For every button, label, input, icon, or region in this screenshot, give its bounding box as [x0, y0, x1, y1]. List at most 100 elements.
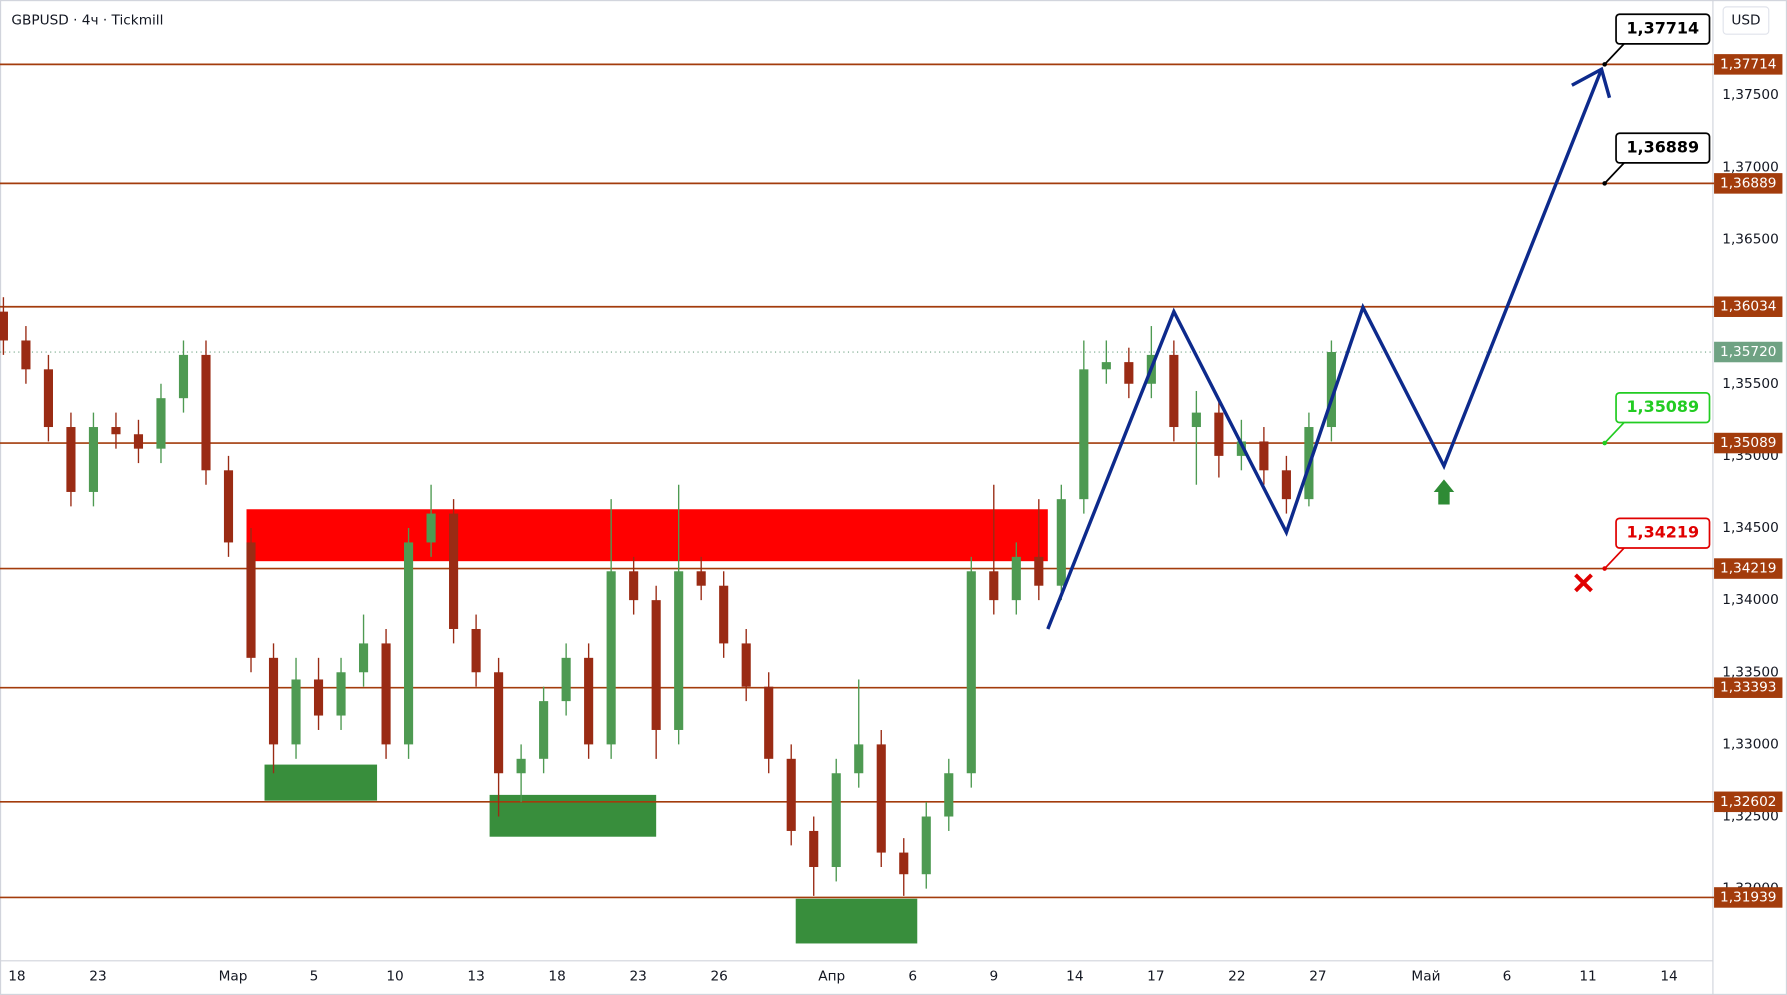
- callout-point: [1602, 62, 1607, 67]
- candle-body: [719, 585, 729, 644]
- candle-body: [1169, 354, 1179, 428]
- candle-body: [1079, 369, 1089, 500]
- y-tick-label: 1,33500: [1722, 664, 1778, 680]
- y-tick-label: 1,36500: [1722, 231, 1778, 247]
- x-tick-label: 18: [8, 969, 25, 985]
- candle-body: [651, 600, 661, 730]
- candle-body: [516, 758, 526, 774]
- x-tick-label: 17: [1147, 969, 1164, 985]
- candle-body: [313, 679, 324, 716]
- candle-body: [426, 513, 436, 543]
- candle-body: [223, 470, 234, 543]
- candle-body: [246, 542, 256, 658]
- callout-label: 1,37714: [1626, 19, 1699, 38]
- level-price-label: 1,31939: [1720, 889, 1776, 905]
- x-tick-label: 27: [1309, 969, 1326, 985]
- candle-body: [899, 852, 909, 875]
- y-tick-label: 1,33000: [1722, 736, 1778, 752]
- level-price-label: 1,34219: [1720, 561, 1776, 577]
- candle-body: [741, 643, 751, 687]
- candle-body: [111, 427, 121, 435]
- candle-body: [133, 434, 144, 449]
- candle-body: [876, 744, 886, 853]
- candle-body: [921, 816, 931, 875]
- level-price-label: 1,32602: [1720, 794, 1776, 810]
- candle-body: [629, 571, 639, 601]
- x-tick-label: 23: [629, 969, 646, 985]
- candle-body: [1056, 499, 1066, 586]
- y-tick-label: 1,32500: [1722, 809, 1778, 825]
- zone: [264, 764, 378, 801]
- candle-body: [156, 398, 166, 449]
- candle-body: [178, 354, 189, 399]
- candle-body: [1011, 556, 1021, 601]
- candle-body: [584, 657, 594, 745]
- callout-tail: [1604, 421, 1625, 444]
- candle-body: [471, 628, 481, 673]
- level-price-box: [1714, 558, 1783, 579]
- level-price-box: [1714, 677, 1783, 698]
- x-tick-label: 6: [908, 969, 917, 985]
- candle-body: [1101, 362, 1111, 370]
- level-price-box: [1714, 296, 1783, 317]
- level-price-label: 1,33393: [1720, 680, 1776, 696]
- callout-box: [1615, 392, 1711, 424]
- candle-body: [674, 571, 684, 730]
- level-price-box: [1714, 432, 1783, 454]
- currency[interactable]: USD: [1731, 13, 1760, 29]
- candle-body: [336, 672, 346, 716]
- candle-body: [1281, 470, 1291, 500]
- callout-point: [1602, 440, 1607, 446]
- zone: [795, 898, 918, 944]
- zone: [246, 509, 1048, 562]
- callout-tail: [1604, 43, 1625, 65]
- x-tick-label: Май: [1411, 969, 1440, 985]
- level-price-box: [1714, 54, 1783, 75]
- level-price-label: 1,36889: [1720, 175, 1776, 191]
- callout-point: [1602, 181, 1607, 186]
- x-tick-label: Апр: [818, 969, 845, 985]
- candle-body: [494, 672, 504, 774]
- candle-body: [786, 758, 796, 831]
- x-tick-label: Мар: [219, 969, 248, 985]
- stop-cross: [1574, 573, 1593, 593]
- currency-button[interactable]: [1722, 6, 1770, 35]
- callout-tail: [1604, 162, 1625, 184]
- callout-box: [1615, 132, 1711, 164]
- candle-body: [268, 657, 279, 745]
- plot: 1,37714 1,36889 1,35089 1,34219: [0, 13, 1715, 944]
- y-tick-label: 1,37000: [1722, 159, 1778, 175]
- buy-arrow: [1433, 479, 1455, 505]
- x-tick-label: 11: [1579, 969, 1596, 985]
- candle-body: [66, 427, 76, 492]
- y-tick-label: 1,37500: [1722, 87, 1778, 103]
- x-tick-label: 22: [1228, 969, 1245, 985]
- candle-body: [764, 686, 774, 759]
- x-tick-label: 18: [548, 969, 565, 985]
- x-tick-label: 14: [1660, 969, 1677, 985]
- callout-label: 1,34219: [1626, 523, 1699, 542]
- x-tick-label: 6: [1503, 969, 1512, 985]
- candle-body: [291, 679, 301, 745]
- candle-body: [561, 657, 571, 702]
- candle-body: [0, 311, 8, 341]
- x-tick-label: 14: [1066, 969, 1083, 985]
- candle-body: [606, 571, 616, 745]
- candle-body: [1236, 441, 1246, 456]
- candle-body: [1191, 412, 1201, 428]
- level-price-box: [1714, 791, 1783, 813]
- candle-body: [88, 427, 99, 492]
- candle-body: [381, 643, 391, 745]
- last-price-box: [1714, 341, 1783, 363]
- x-tick-label: 23: [89, 969, 106, 985]
- candle-body: [43, 369, 53, 428]
- candle-body: [449, 513, 459, 629]
- level-price-label: 1,36034: [1720, 299, 1776, 315]
- x-tick-label: 9: [989, 969, 998, 985]
- level-price-box: [1714, 887, 1783, 908]
- candle-body: [539, 701, 549, 759]
- projection-path: [1046, 68, 1604, 630]
